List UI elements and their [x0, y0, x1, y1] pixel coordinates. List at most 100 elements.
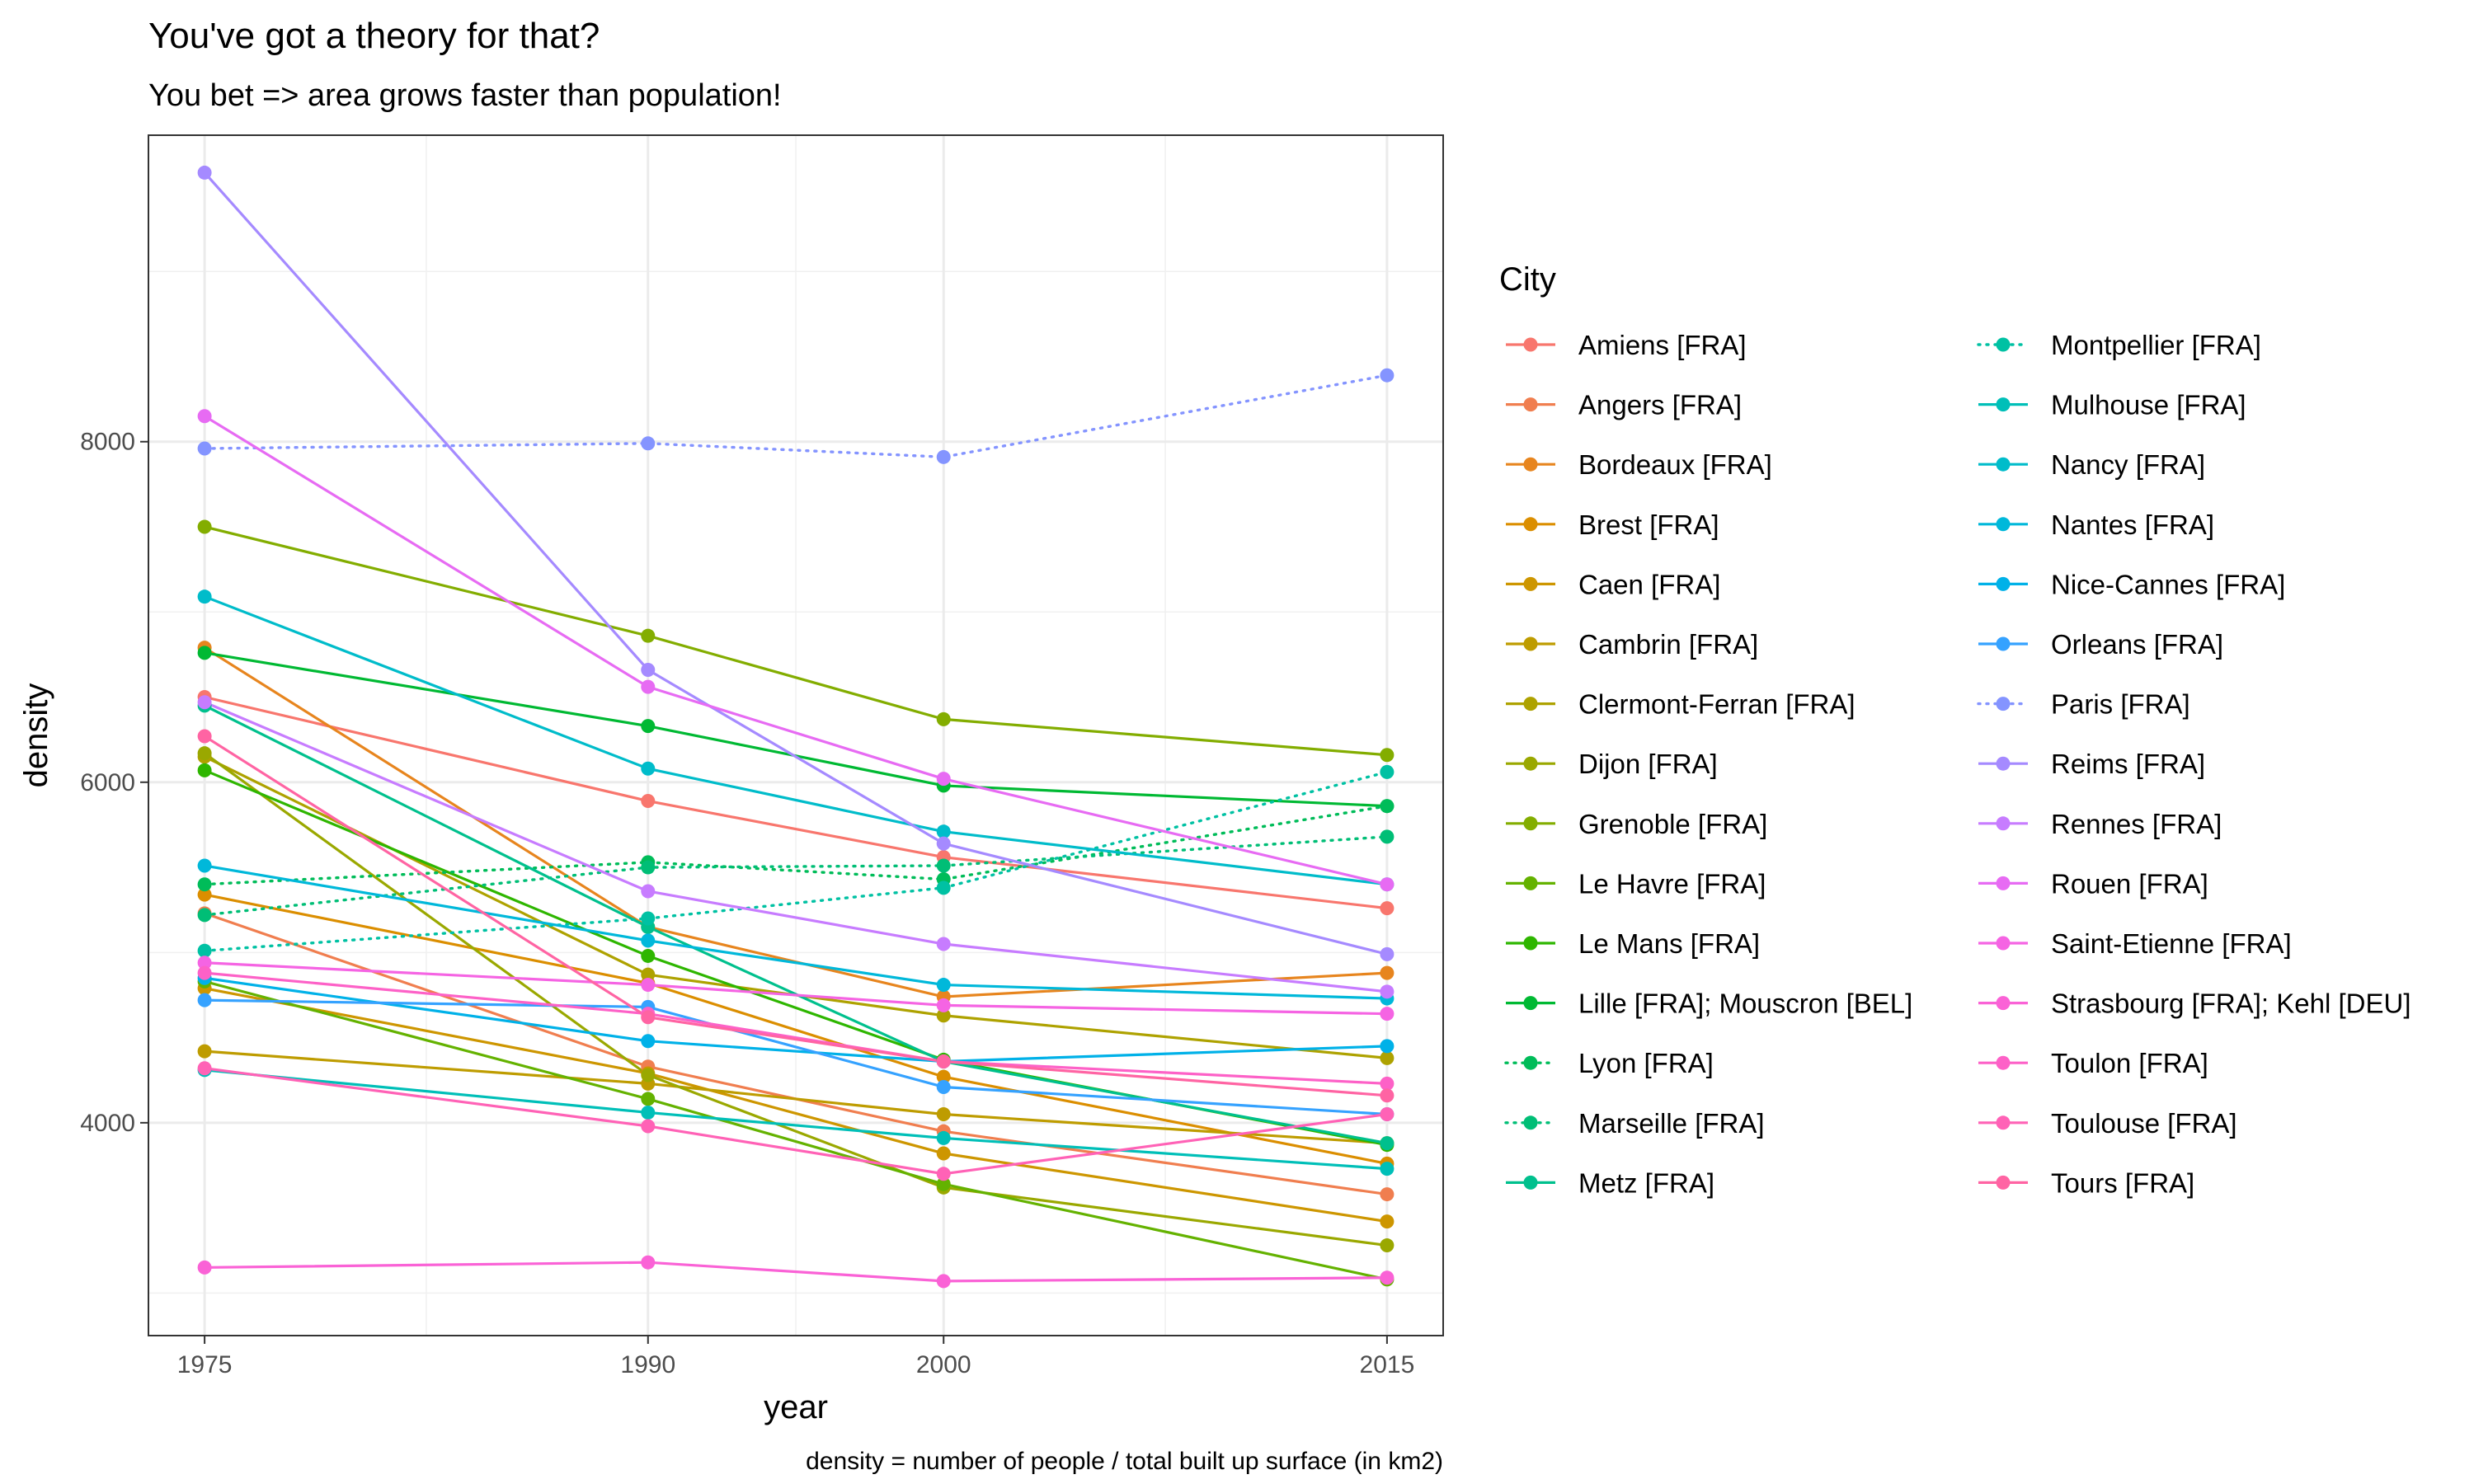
- data-point: [936, 711, 951, 726]
- legend-item: Lyon [FRA]: [1504, 1048, 1714, 1078]
- legend-key-point: [1996, 996, 2011, 1011]
- legend-label: Nancy [FRA]: [2051, 449, 2205, 480]
- legend-item: Marseille [FRA]: [1504, 1108, 1765, 1139]
- chart-subtitle: You bet => area grows faster than popula…: [148, 78, 782, 113]
- data-point: [197, 887, 212, 902]
- data-point: [641, 860, 656, 875]
- data-point: [1380, 748, 1395, 763]
- legend-label: Reims [FRA]: [2051, 749, 2205, 779]
- series-line: [204, 971, 1387, 1085]
- legend-item: Dijon [FRA]: [1506, 749, 1718, 779]
- legend-item: Metz [FRA]: [1506, 1167, 1714, 1198]
- data-point: [197, 589, 212, 604]
- legend-label: Nice-Cannes [FRA]: [2051, 569, 2285, 599]
- data-point: [641, 948, 656, 963]
- data-point: [197, 1260, 212, 1275]
- data-point: [641, 1010, 656, 1025]
- series-line: [204, 976, 1387, 1064]
- data-point: [1380, 1088, 1395, 1103]
- legend-key-point: [1996, 1115, 2011, 1130]
- data-point: [197, 956, 212, 970]
- legend-key-point: [1996, 636, 2011, 651]
- legend-item: Grenoble [FRA]: [1506, 809, 1767, 839]
- chart-title: You've got a theory for that?: [148, 16, 600, 56]
- legend-label: Lille [FRA]; Mouscron [BEL]: [1578, 989, 1912, 1019]
- x-tick-label: 1975: [177, 1351, 233, 1378]
- data-point: [197, 729, 212, 744]
- data-point: [197, 746, 212, 761]
- legend-item: Orleans [FRA]: [1978, 629, 2223, 660]
- data-point: [197, 519, 212, 534]
- legend-label: Lyon [FRA]: [1578, 1048, 1714, 1078]
- data-point: [641, 1068, 656, 1082]
- legend-item: Le Mans [FRA]: [1506, 928, 1760, 959]
- data-point: [936, 1069, 951, 1084]
- data-point: [197, 943, 212, 958]
- data-point: [197, 695, 212, 710]
- legend-item: Angers [FRA]: [1506, 390, 1742, 420]
- data-point: [1380, 1039, 1395, 1054]
- legend-key-point: [1523, 876, 1538, 890]
- series-line: [204, 595, 1388, 886]
- series-line: [204, 893, 1388, 1165]
- legend-label: Caen [FRA]: [1578, 569, 1720, 599]
- legend-label: Orleans [FRA]: [2051, 629, 2223, 660]
- data-point: [1380, 877, 1395, 892]
- data-point: [1380, 799, 1395, 814]
- legend-label: Bordeaux [FRA]: [1578, 449, 1772, 480]
- data-point: [197, 908, 212, 923]
- legend-item: Toulon [FRA]: [1978, 1048, 2208, 1078]
- data-point: [641, 679, 656, 694]
- legend-label: Mulhouse [FRA]: [2051, 390, 2246, 420]
- data-point: [936, 1274, 951, 1289]
- data-point: [197, 441, 212, 456]
- series-line: [204, 979, 1388, 1281]
- legend-item: Caen [FRA]: [1506, 569, 1720, 599]
- series-line: [203, 835, 1389, 917]
- data-point: [641, 978, 656, 993]
- legend-key-point: [1996, 1055, 2011, 1070]
- data-point: [197, 165, 212, 180]
- data-point: [936, 1130, 951, 1145]
- data-point: [641, 628, 656, 643]
- series-points: [197, 165, 1395, 1289]
- data-point: [1380, 901, 1395, 916]
- legend-item: Rennes [FRA]: [1978, 809, 2222, 839]
- series-line: [203, 171, 1388, 956]
- legend-label: Paris [FRA]: [2051, 689, 2190, 720]
- data-point: [197, 646, 212, 660]
- y-axis-title: density: [18, 683, 54, 788]
- legend-label: Angers [FRA]: [1578, 390, 1742, 420]
- data-point: [1380, 764, 1395, 779]
- legend-key-point: [1996, 576, 2011, 591]
- data-point: [1380, 1187, 1395, 1202]
- data-point: [197, 1061, 212, 1076]
- legend-item: Brest [FRA]: [1506, 510, 1719, 540]
- legend-label: Le Havre [FRA]: [1578, 868, 1766, 899]
- legend-label: Toulon [FRA]: [2051, 1048, 2208, 1078]
- legend-item: Reims [FRA]: [1978, 749, 2205, 779]
- data-point: [1380, 984, 1395, 999]
- legend-key-point: [1996, 936, 2011, 951]
- legend-key-point: [1996, 816, 2011, 831]
- data-point: [1380, 368, 1395, 383]
- legend-label: Dijon [FRA]: [1578, 749, 1718, 779]
- data-point: [641, 794, 656, 809]
- legend-key-point: [1523, 576, 1538, 591]
- data-point: [936, 998, 951, 1012]
- data-point: [936, 449, 951, 464]
- series-line: [205, 998, 1387, 1116]
- data-point: [1380, 1076, 1395, 1091]
- data-point: [197, 965, 212, 980]
- data-point: [1380, 1136, 1395, 1151]
- data-point: [936, 772, 951, 787]
- legend: City Amiens [FRA] Angers [FRA] Bordeaux [F…: [1499, 261, 2411, 1198]
- data-point: [936, 1054, 951, 1068]
- legend-item: Bordeaux [FRA]: [1506, 449, 1772, 480]
- data-point: [1380, 1238, 1395, 1253]
- x-axis: 1975 1990 2000 2015: [177, 1336, 1414, 1378]
- data-point: [1380, 1214, 1395, 1229]
- legend-key-point: [1996, 756, 2011, 771]
- legend-label: Rouen [FRA]: [2051, 868, 2208, 899]
